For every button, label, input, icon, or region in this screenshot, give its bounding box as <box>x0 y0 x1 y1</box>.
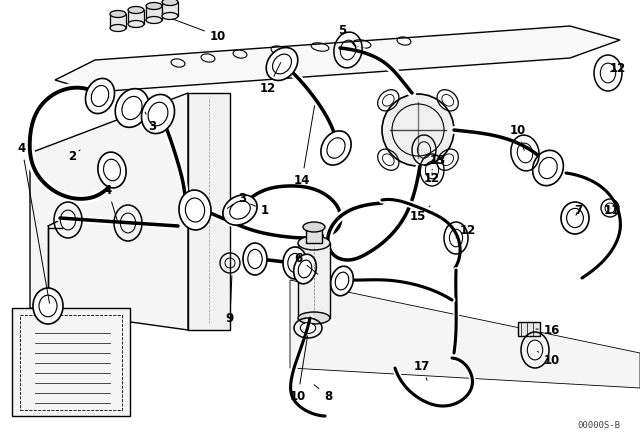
Text: 5: 5 <box>338 23 356 48</box>
Text: 3: 3 <box>227 191 246 208</box>
Text: 1: 1 <box>251 203 269 216</box>
Ellipse shape <box>162 0 178 5</box>
Ellipse shape <box>561 202 589 234</box>
Bar <box>110 14 126 28</box>
Text: 10: 10 <box>510 124 526 151</box>
Ellipse shape <box>243 243 267 275</box>
Text: 17: 17 <box>414 359 430 380</box>
Ellipse shape <box>146 17 162 23</box>
Text: 10: 10 <box>290 336 308 402</box>
Text: 15: 15 <box>410 206 430 223</box>
Ellipse shape <box>283 247 307 279</box>
Ellipse shape <box>298 236 330 250</box>
Ellipse shape <box>532 151 563 185</box>
Bar <box>162 2 178 16</box>
Text: 4: 4 <box>18 142 49 303</box>
Ellipse shape <box>110 25 126 31</box>
Ellipse shape <box>298 312 330 324</box>
Text: 12: 12 <box>456 224 476 238</box>
Ellipse shape <box>110 10 126 17</box>
Ellipse shape <box>331 266 353 296</box>
Text: 3: 3 <box>145 112 156 133</box>
Text: 10: 10 <box>538 351 560 366</box>
Text: 00000S-B: 00000S-B <box>577 421 620 430</box>
Polygon shape <box>188 93 230 330</box>
Ellipse shape <box>321 131 351 165</box>
Ellipse shape <box>146 3 162 9</box>
Text: 2: 2 <box>68 150 80 163</box>
Text: 12: 12 <box>260 62 281 95</box>
Bar <box>128 10 144 24</box>
Polygon shape <box>30 93 188 330</box>
Bar <box>306 227 322 243</box>
Bar <box>298 243 330 318</box>
Text: 12: 12 <box>424 172 440 185</box>
Text: 10: 10 <box>173 19 226 43</box>
Ellipse shape <box>98 152 126 188</box>
Bar <box>518 322 540 336</box>
Ellipse shape <box>303 222 325 232</box>
Ellipse shape <box>33 288 63 324</box>
Ellipse shape <box>86 78 115 114</box>
Ellipse shape <box>128 21 144 27</box>
Text: 14: 14 <box>294 106 314 186</box>
Text: 16: 16 <box>536 323 560 336</box>
Text: 6: 6 <box>294 251 318 274</box>
Bar <box>20 315 122 410</box>
Ellipse shape <box>115 89 148 127</box>
Bar <box>146 6 162 20</box>
Text: 7: 7 <box>574 203 582 216</box>
Ellipse shape <box>223 195 257 225</box>
Ellipse shape <box>382 94 454 166</box>
Text: 11: 11 <box>604 203 620 216</box>
Text: 12: 12 <box>610 61 626 74</box>
Bar <box>12 308 130 416</box>
Ellipse shape <box>141 95 175 134</box>
Polygon shape <box>290 280 640 388</box>
Text: 4: 4 <box>104 184 117 220</box>
Ellipse shape <box>162 13 178 20</box>
Text: 9: 9 <box>226 276 234 324</box>
Ellipse shape <box>179 190 211 230</box>
Polygon shape <box>55 26 620 92</box>
Ellipse shape <box>266 47 298 81</box>
Ellipse shape <box>128 7 144 13</box>
Text: 13: 13 <box>430 154 446 170</box>
Text: 8: 8 <box>314 385 332 402</box>
Ellipse shape <box>294 254 316 284</box>
